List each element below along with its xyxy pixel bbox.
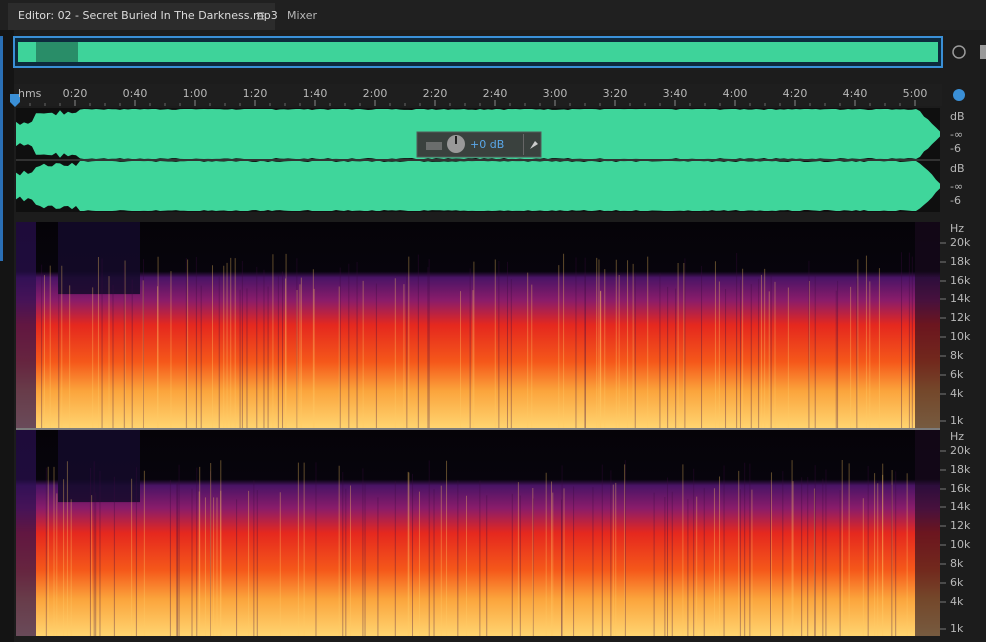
hz-label: 6k <box>950 368 964 381</box>
intro-dark <box>58 222 140 295</box>
time-label: 3:20 <box>603 87 628 100</box>
time-label: 1:00 <box>183 87 208 100</box>
hz-label: 14k <box>950 292 971 305</box>
time-ruler <box>14 84 942 106</box>
hz-unit: Hz <box>950 430 964 443</box>
time-label: 0:40 <box>123 87 148 100</box>
hz-label: 10k <box>950 330 971 343</box>
db-label: -∞ <box>950 180 963 193</box>
time-label: 5:00 <box>903 87 928 100</box>
intro-dark <box>58 430 140 503</box>
hz-unit: Hz <box>950 222 964 235</box>
hz-label: 1k <box>950 414 964 427</box>
gain-value: +0 dB <box>470 138 504 151</box>
panel-edge <box>0 36 3 261</box>
overview-waveform <box>18 42 938 62</box>
hz-label: 12k <box>950 519 971 532</box>
playhead[interactable] <box>10 94 20 107</box>
db-label: -6 <box>950 194 961 207</box>
time-label: 2:00 <box>363 87 388 100</box>
hz-label: 8k <box>950 557 964 570</box>
db-label: -6 <box>950 142 961 155</box>
hz-label: 6k <box>950 576 964 589</box>
time-label: 4:20 <box>783 87 808 100</box>
frequency-axis: Hz20k18k16k14k12k10k8k6k4k1kHz20k18k16k1… <box>940 222 971 635</box>
time-label: 4:40 <box>843 87 868 100</box>
time-unit: hms <box>18 87 42 100</box>
editor-tab-label[interactable]: Editor: 02 - Secret Buried In The Darkne… <box>18 9 278 22</box>
zoom-icon[interactable] <box>952 45 966 59</box>
spectrogram-channel <box>16 222 940 428</box>
hz-label: 16k <box>950 482 971 495</box>
hz-label: 10k <box>950 538 971 551</box>
db-axis: dB-∞-6dB-∞-6 <box>950 110 965 207</box>
hz-label: 14k <box>950 500 971 513</box>
spectrogram <box>16 222 940 636</box>
hz-label: 12k <box>950 311 971 324</box>
hz-label: 4k <box>950 595 964 608</box>
gain-hud[interactable]: +0 dB <box>416 131 542 158</box>
tab-menu-icon[interactable] <box>257 12 264 20</box>
time-label: 2:20 <box>423 87 448 100</box>
intro-dark <box>16 430 36 636</box>
time-label: 1:40 <box>303 87 328 100</box>
hz-label: 8k <box>950 349 964 362</box>
side-icon[interactable] <box>980 45 986 59</box>
tail-fade <box>915 222 940 428</box>
time-label: 1:20 <box>243 87 268 100</box>
tail-fade <box>915 430 940 636</box>
time-label: 3:40 <box>663 87 688 100</box>
hz-label: 4k <box>950 387 964 400</box>
headphone-icon[interactable] <box>953 89 965 101</box>
hz-label: 18k <box>950 255 971 268</box>
overview-intro <box>36 42 78 62</box>
time-label: 4:00 <box>723 87 748 100</box>
time-label: 3:00 <box>543 87 568 100</box>
spectrogram-channel <box>16 430 940 636</box>
editor-tab[interactable] <box>8 3 275 30</box>
db-unit: dB <box>950 162 965 175</box>
db-unit: dB <box>950 110 965 123</box>
waveform-channel <box>16 161 940 211</box>
hz-label: 18k <box>950 463 971 476</box>
db-label: -∞ <box>950 128 963 141</box>
hz-label: 20k <box>950 444 971 457</box>
left-panel <box>0 30 14 642</box>
hz-label: 1k <box>950 622 964 635</box>
ruler-labels: 0:20 0:40 1:00 1:20 1:40 2:00 2:20 2:40 3:00 3:20… <box>29 87 928 106</box>
mixer-tab-label[interactable]: Mixer <box>287 9 317 22</box>
time-label: 2:40 <box>483 87 508 100</box>
hz-label: 20k <box>950 236 971 249</box>
intro-dark <box>16 222 36 428</box>
time-label: 0:20 <box>63 87 88 100</box>
hz-label: 16k <box>950 274 971 287</box>
